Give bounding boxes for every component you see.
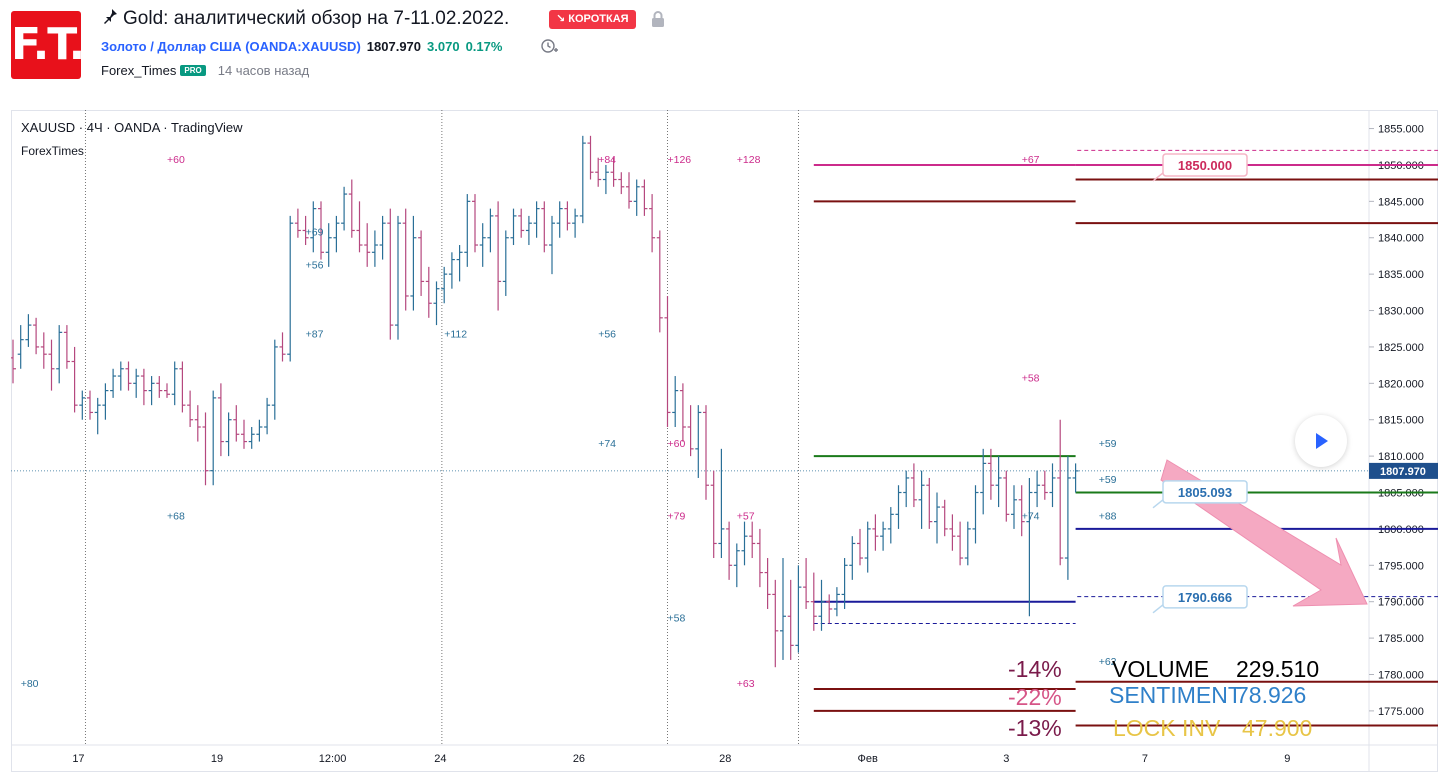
- pro-badge: PRO: [180, 65, 206, 76]
- volume-value: 229.510: [1236, 656, 1320, 682]
- time-tick-label: Фев: [858, 753, 878, 765]
- price-tick-label: 1820.000: [1378, 378, 1424, 390]
- level-annotation: +56: [598, 329, 616, 341]
- short-badge: ↘ КОРОТКАЯ: [549, 10, 636, 29]
- level-annotation: +58: [668, 613, 686, 625]
- price-tick-label: 1815.000: [1378, 415, 1424, 427]
- price-tick-label: 1830.000: [1378, 306, 1424, 318]
- volume-label: VOLUME: [1112, 656, 1210, 682]
- symbol-link[interactable]: Золото / Доллар США (OANDA:XAUUSD): [101, 39, 361, 54]
- price-tick-label: 1790.000: [1378, 597, 1424, 609]
- sentiment-label: SENTIMENT: [1109, 682, 1242, 708]
- chart-frame: [11, 110, 1438, 772]
- play-button[interactable]: [1295, 415, 1347, 467]
- level-annotation: +58: [1022, 372, 1040, 384]
- level-annotation: +62: [1099, 656, 1117, 668]
- time-tick-label: 26: [573, 753, 585, 765]
- level-annotation: +69: [306, 227, 324, 239]
- idea-title-text: Gold: аналитический обзор на 7-11.02.202…: [123, 8, 510, 29]
- price-callout-pointer: [1152, 499, 1164, 509]
- level-annotation: +112: [444, 329, 467, 341]
- percent-stat-3: -13%: [1008, 715, 1062, 741]
- level-annotation: +56: [306, 260, 324, 272]
- price-callout-box: [1162, 153, 1248, 177]
- level-annotation: +60: [668, 438, 686, 450]
- publish-time: 14 часов назад: [217, 63, 310, 78]
- price-tick-label: 1810.000: [1378, 451, 1424, 463]
- price-callout-label: 1850.000: [1178, 158, 1232, 173]
- price-callout-box: [1162, 585, 1248, 609]
- price-tick-label: 1835.000: [1378, 269, 1424, 281]
- idea-title: Gold: аналитический обзор на 7-11.02.202…: [101, 8, 509, 30]
- level-annotation: +88: [1099, 511, 1117, 523]
- price-tick-label: 1850.000: [1378, 160, 1424, 172]
- symbol-price: 1807.970: [366, 39, 422, 54]
- percent-stat-1: -14%: [1008, 656, 1062, 682]
- time-tick-label: 7: [1142, 753, 1148, 765]
- lockinv-label: LOCK INV: [1113, 715, 1221, 741]
- time-tick-label: 28: [719, 753, 731, 765]
- time-tick-label: 3: [1003, 753, 1009, 765]
- play-icon: [1316, 433, 1328, 449]
- level-annotation: +84: [598, 154, 616, 166]
- lockinv-value: 47.900: [1242, 715, 1313, 741]
- time-tick-label: 17: [72, 753, 84, 765]
- symbol-change-percent: 0.17%: [465, 39, 503, 54]
- price-tick-label: 1840.000: [1378, 233, 1424, 245]
- level-annotation: +74: [1022, 511, 1040, 523]
- level-annotation: +60: [167, 154, 185, 166]
- time-tick-label: 9: [1284, 753, 1290, 765]
- price-tick-label: 1855.000: [1378, 124, 1424, 136]
- price-chart[interactable]: 1775.000 1780.000 1785.000 1790.000 1795.000…: [11, 110, 1438, 772]
- time-tick-label: 24: [434, 753, 446, 765]
- pin-icon: [101, 8, 119, 30]
- time-tick-label: 19: [211, 753, 223, 765]
- level-annotation: +59: [1099, 438, 1117, 450]
- chart-author-label: ForexTimes: [21, 144, 84, 158]
- symbol-row: Золото / Доллар США (OANDA:XAUUSD) 1807.9…: [101, 39, 502, 54]
- chart-symbol-label: XAUUSD · 4Ч · OANDA · TradingView: [21, 120, 243, 135]
- current-price-tag: [1369, 462, 1438, 479]
- price-callout-box: [1162, 480, 1248, 504]
- level-annotation: +87: [306, 329, 324, 341]
- level-annotation: +67: [1022, 154, 1040, 166]
- level-annotation: +57: [737, 511, 755, 523]
- price-tick-label: 1845.000: [1378, 196, 1424, 208]
- clock-add-icon[interactable]: [540, 37, 558, 55]
- level-annotation: +79: [668, 511, 686, 523]
- price-callout-label: 1790.666: [1178, 590, 1232, 605]
- level-annotation: +74: [598, 438, 616, 450]
- price-tick-label: 1775.000: [1378, 706, 1424, 718]
- price-callout-pointer: [1152, 172, 1164, 182]
- price-callout-label: 1805.093: [1178, 485, 1232, 500]
- lock-icon: [651, 11, 665, 27]
- author-row: Forex_Times PRO 14 часов назад: [101, 63, 309, 78]
- price-tick-label: 1795.000: [1378, 560, 1424, 572]
- level-annotation: +80: [21, 678, 39, 690]
- level-annotation: +63: [737, 678, 755, 690]
- current-price-tag-label: 1807.970: [1380, 466, 1426, 478]
- level-annotation: +126: [668, 154, 692, 166]
- price-tick-label: 1785.000: [1378, 633, 1424, 645]
- level-annotation: +59: [1099, 474, 1117, 486]
- time-tick-label: 12:00: [319, 753, 347, 765]
- percent-stat-2: -22%: [1008, 684, 1062, 710]
- symbol-change: 3.070: [427, 39, 460, 54]
- price-callout-pointer: [1152, 604, 1164, 614]
- author-name[interactable]: Forex_Times: [101, 63, 177, 78]
- price-tick-label: 1780.000: [1378, 669, 1424, 681]
- price-tick-label: 1825.000: [1378, 342, 1424, 354]
- level-annotation: +128: [737, 154, 761, 166]
- sentiment-value: 78.926: [1236, 682, 1307, 708]
- level-annotation: +68: [167, 511, 185, 523]
- forex-times-logo[interactable]: F.T.: [11, 11, 85, 79]
